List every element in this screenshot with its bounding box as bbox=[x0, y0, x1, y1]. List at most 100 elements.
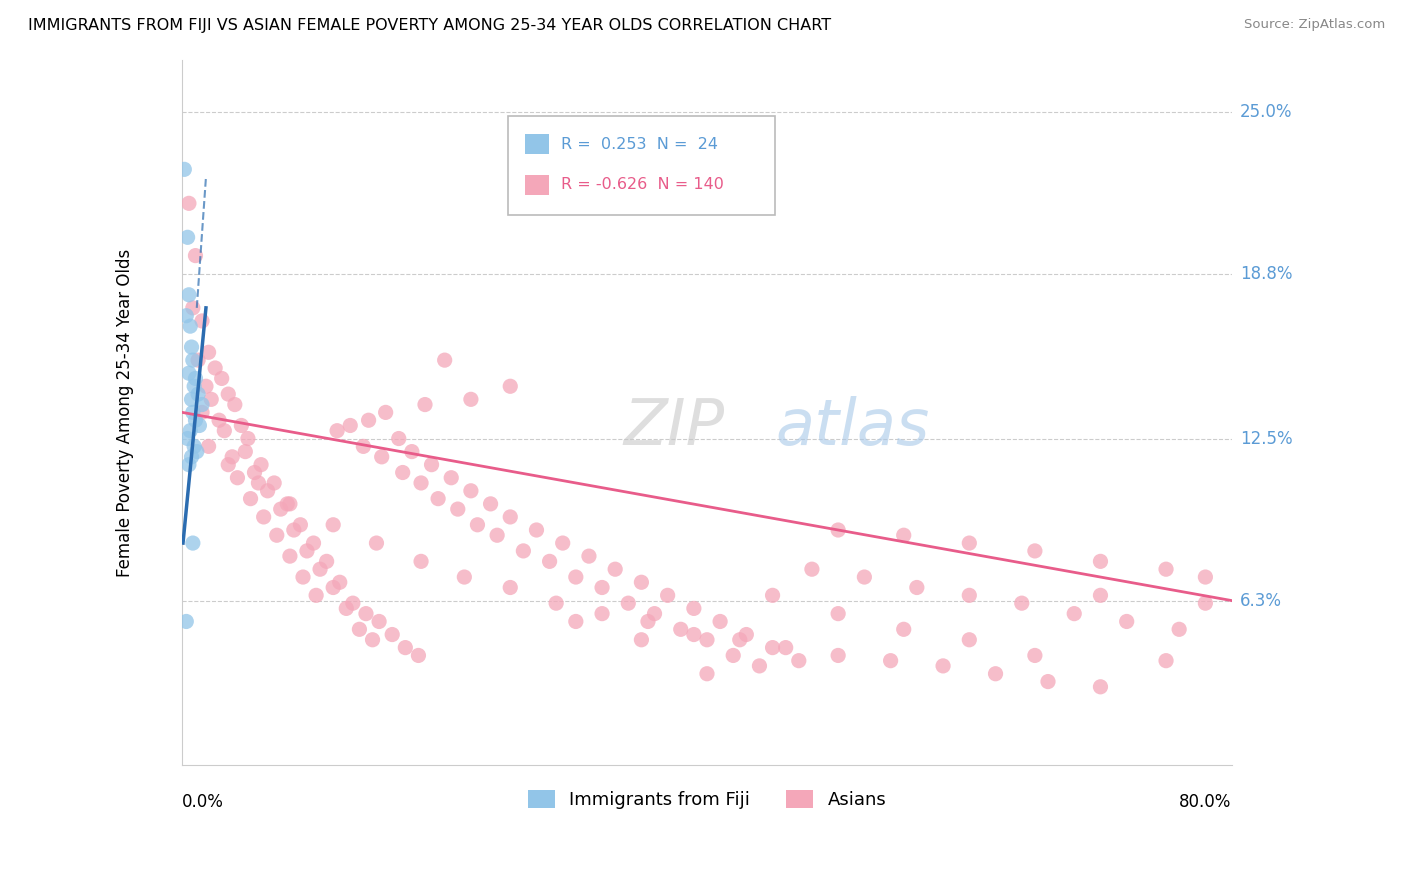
Point bbox=[381, 627, 404, 641]
Point bbox=[932, 659, 955, 673]
Point bbox=[176, 230, 198, 244]
Point bbox=[326, 424, 349, 438]
Point bbox=[447, 502, 470, 516]
Point bbox=[630, 575, 652, 590]
Point bbox=[174, 615, 197, 629]
Point bbox=[460, 392, 482, 407]
Point bbox=[1090, 588, 1112, 602]
Point bbox=[409, 475, 432, 490]
Point bbox=[214, 424, 236, 438]
Point bbox=[208, 413, 231, 427]
Point bbox=[853, 570, 876, 584]
Point bbox=[322, 581, 344, 595]
Point bbox=[354, 607, 377, 621]
Point bbox=[957, 632, 980, 647]
Point bbox=[893, 528, 915, 542]
Point bbox=[408, 648, 430, 663]
Point bbox=[499, 581, 522, 595]
Point bbox=[669, 623, 692, 637]
Point bbox=[179, 319, 201, 334]
Point bbox=[984, 666, 1007, 681]
Point bbox=[591, 607, 613, 621]
Point bbox=[256, 483, 278, 498]
Point bbox=[683, 627, 706, 641]
Point bbox=[370, 450, 392, 464]
Point bbox=[204, 361, 226, 376]
Point bbox=[177, 196, 200, 211]
Point bbox=[453, 570, 475, 584]
Text: ZIP: ZIP bbox=[623, 395, 724, 458]
Point bbox=[775, 640, 797, 655]
Point bbox=[181, 301, 204, 315]
Point bbox=[221, 450, 243, 464]
Point bbox=[177, 366, 200, 380]
Point bbox=[357, 413, 380, 427]
Point bbox=[183, 379, 205, 393]
Point bbox=[427, 491, 450, 506]
Point bbox=[683, 601, 706, 615]
Point bbox=[1024, 648, 1046, 663]
Point bbox=[479, 497, 502, 511]
Point bbox=[1115, 615, 1137, 629]
Point bbox=[551, 536, 574, 550]
Text: 6.3%: 6.3% bbox=[1240, 591, 1282, 609]
Point bbox=[440, 471, 463, 485]
Point bbox=[181, 353, 204, 368]
Point bbox=[1036, 674, 1059, 689]
Point bbox=[1154, 562, 1177, 576]
Point bbox=[827, 523, 849, 537]
Point bbox=[644, 607, 666, 621]
Point bbox=[231, 418, 253, 433]
Point bbox=[728, 632, 751, 647]
Point bbox=[1011, 596, 1033, 610]
Point bbox=[187, 387, 209, 401]
Point bbox=[420, 458, 443, 472]
Point bbox=[368, 615, 391, 629]
Point bbox=[224, 398, 246, 412]
Point bbox=[309, 562, 332, 576]
Point bbox=[176, 432, 198, 446]
Bar bbox=[526, 175, 548, 194]
Point bbox=[761, 588, 783, 602]
Point bbox=[391, 466, 413, 480]
Point bbox=[657, 588, 679, 602]
Point bbox=[329, 575, 352, 590]
Point bbox=[1194, 596, 1216, 610]
Point bbox=[761, 640, 783, 655]
Point bbox=[394, 640, 416, 655]
Point bbox=[957, 588, 980, 602]
Point bbox=[957, 536, 980, 550]
Point bbox=[270, 502, 292, 516]
Point bbox=[263, 475, 285, 490]
Point bbox=[721, 648, 744, 663]
Point bbox=[349, 623, 371, 637]
Point bbox=[879, 654, 901, 668]
Point bbox=[1194, 570, 1216, 584]
Point bbox=[188, 418, 211, 433]
Point bbox=[239, 491, 262, 506]
Point bbox=[177, 458, 200, 472]
Point bbox=[1090, 680, 1112, 694]
Point bbox=[315, 554, 337, 568]
Point bbox=[433, 353, 456, 368]
Point bbox=[322, 517, 344, 532]
Point bbox=[546, 596, 568, 610]
Point bbox=[748, 659, 770, 673]
Point bbox=[191, 398, 214, 412]
Bar bbox=[526, 135, 548, 154]
Text: R = -0.626  N = 140: R = -0.626 N = 140 bbox=[561, 178, 724, 192]
Point bbox=[388, 432, 411, 446]
Point bbox=[696, 632, 718, 647]
Point bbox=[191, 314, 214, 328]
Text: R =  0.253  N =  24: R = 0.253 N = 24 bbox=[561, 136, 718, 152]
Point bbox=[827, 648, 849, 663]
Point bbox=[191, 405, 214, 419]
Point bbox=[409, 554, 432, 568]
Point bbox=[413, 398, 436, 412]
Point bbox=[512, 544, 534, 558]
Point bbox=[183, 439, 205, 453]
Point bbox=[335, 601, 357, 615]
Point bbox=[295, 544, 318, 558]
Text: 25.0%: 25.0% bbox=[1240, 103, 1292, 121]
Point bbox=[1168, 623, 1191, 637]
